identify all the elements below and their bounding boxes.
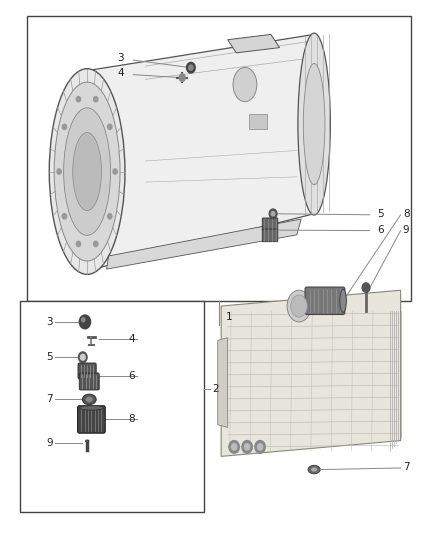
Circle shape: [271, 212, 275, 216]
Circle shape: [78, 352, 87, 362]
Text: 9: 9: [403, 224, 410, 235]
Bar: [27, 16, 411, 301]
Circle shape: [108, 214, 112, 219]
FancyBboxPatch shape: [305, 287, 345, 314]
Ellipse shape: [308, 465, 320, 474]
Text: 3: 3: [46, 317, 53, 327]
Circle shape: [244, 443, 250, 450]
Polygon shape: [106, 219, 301, 269]
Circle shape: [258, 443, 263, 450]
Circle shape: [187, 62, 195, 73]
FancyBboxPatch shape: [79, 373, 99, 390]
Ellipse shape: [49, 69, 125, 274]
Ellipse shape: [311, 467, 317, 472]
Polygon shape: [221, 290, 401, 456]
Circle shape: [62, 214, 67, 219]
Ellipse shape: [85, 397, 93, 402]
Text: 5: 5: [46, 352, 53, 362]
Text: 6: 6: [128, 371, 135, 381]
Ellipse shape: [298, 33, 330, 215]
Text: 8: 8: [403, 209, 410, 219]
Circle shape: [362, 283, 370, 292]
FancyBboxPatch shape: [262, 218, 278, 231]
Ellipse shape: [304, 63, 325, 185]
Circle shape: [255, 441, 265, 453]
Ellipse shape: [85, 440, 89, 442]
Polygon shape: [83, 35, 314, 272]
Text: 6: 6: [377, 224, 383, 235]
Ellipse shape: [291, 295, 307, 317]
Circle shape: [94, 241, 98, 247]
Polygon shape: [228, 35, 279, 53]
Circle shape: [113, 169, 117, 174]
FancyBboxPatch shape: [262, 229, 278, 241]
Circle shape: [81, 354, 85, 360]
Circle shape: [76, 241, 81, 247]
Text: 4: 4: [128, 334, 135, 344]
Polygon shape: [218, 338, 228, 427]
Text: 1: 1: [226, 312, 232, 321]
Text: 8: 8: [128, 415, 135, 424]
Circle shape: [189, 65, 193, 70]
Bar: [249, 114, 267, 130]
Circle shape: [79, 315, 91, 329]
Circle shape: [229, 441, 239, 453]
Circle shape: [57, 169, 61, 174]
Bar: [20, 301, 204, 512]
Circle shape: [242, 441, 252, 453]
Ellipse shape: [64, 108, 110, 236]
Circle shape: [62, 124, 67, 130]
Ellipse shape: [79, 406, 103, 410]
Ellipse shape: [73, 133, 102, 211]
Text: 2: 2: [212, 384, 219, 394]
Text: 9: 9: [46, 438, 53, 448]
Text: 7: 7: [46, 394, 53, 405]
FancyBboxPatch shape: [78, 363, 96, 379]
Ellipse shape: [287, 290, 311, 322]
Circle shape: [269, 209, 277, 219]
Ellipse shape: [233, 67, 257, 102]
Circle shape: [232, 443, 237, 450]
FancyBboxPatch shape: [78, 406, 105, 433]
Circle shape: [179, 74, 185, 82]
Circle shape: [81, 318, 85, 322]
Ellipse shape: [54, 82, 120, 261]
Text: 4: 4: [117, 68, 124, 78]
Text: 3: 3: [117, 53, 124, 63]
Circle shape: [94, 96, 98, 102]
Text: 5: 5: [377, 209, 383, 219]
Text: 7: 7: [403, 462, 410, 472]
Circle shape: [108, 124, 112, 130]
Ellipse shape: [340, 289, 346, 312]
Circle shape: [76, 96, 81, 102]
Ellipse shape: [82, 394, 96, 405]
